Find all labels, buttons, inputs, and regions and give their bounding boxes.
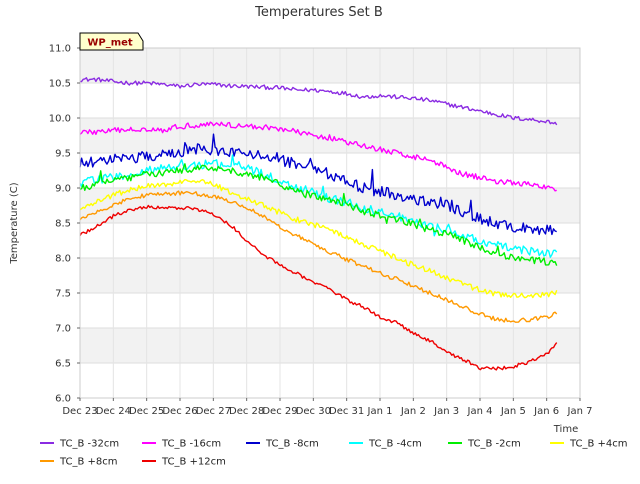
y-tick-label: 11.0 xyxy=(49,44,71,55)
series-line xyxy=(79,204,558,371)
series-line xyxy=(79,133,557,236)
legend-label: TC_B -4cm xyxy=(368,439,422,450)
plot-band xyxy=(80,258,580,293)
y-tick-label: 9.5 xyxy=(55,149,71,160)
y-axis-ticks: 6.0 6.5 7.0 7.5 8.0 8.5 9.0 9.5 10.0 10.5 11.0 xyxy=(49,44,80,405)
y-tick-label: 7.5 xyxy=(55,289,71,300)
y-tick-label: 7.0 xyxy=(55,324,71,335)
y-tick-label: 10.5 xyxy=(49,79,71,90)
x-tick-label: Dec 25 xyxy=(129,406,164,417)
x-tick-label: Jan 4 xyxy=(467,406,493,417)
y-tick-label: 6.0 xyxy=(55,394,71,405)
chart-title: Temperatures Set B xyxy=(254,5,383,20)
y-tick-label: 8.0 xyxy=(55,254,71,265)
legend-label: TC_B +4cm xyxy=(569,439,628,450)
legend-label: TC_B -16cm xyxy=(161,439,221,450)
x-tick-label: Dec 26 xyxy=(162,406,197,417)
site-badge-shape xyxy=(79,32,144,51)
x-tick-label: Jan 3 xyxy=(433,406,459,417)
x-tick-label: Dec 27 xyxy=(196,406,231,417)
x-tick-label: Jan 6 xyxy=(533,406,559,417)
y-tick-label: 8.5 xyxy=(55,219,71,230)
x-tick-label: Dec 23 xyxy=(62,406,97,417)
x-tick-label: Dec 28 xyxy=(229,406,264,417)
x-tick-label: Jan 5 xyxy=(500,406,526,417)
series-line xyxy=(79,121,557,192)
x-axis-label: Time xyxy=(553,424,578,435)
y-tick-label: 9.0 xyxy=(55,184,71,195)
legend-label: TC_B -32cm xyxy=(59,439,119,450)
x-tick-label: Dec 24 xyxy=(96,406,131,417)
series-line xyxy=(79,178,558,299)
legend-label: TC_B -8cm xyxy=(265,439,319,450)
x-tick-label: Jan 1 xyxy=(367,406,393,417)
series-group xyxy=(79,77,558,371)
x-tick-label: Dec 31 xyxy=(329,406,364,417)
legend-label: TC_B +8cm xyxy=(59,457,118,468)
legend-label: TC_B -2cm xyxy=(467,439,521,450)
x-tick-label: Dec 30 xyxy=(296,406,331,417)
plot-band xyxy=(80,48,580,83)
x-tick-label: Dec 29 xyxy=(262,406,297,417)
series-line xyxy=(80,77,558,126)
site-badge: WP_met xyxy=(79,32,144,51)
x-tick-label: Jan 7 xyxy=(567,406,593,417)
series-line xyxy=(79,163,558,266)
y-tick-label: 6.5 xyxy=(55,359,71,370)
y-tick-label: 10.0 xyxy=(49,114,71,125)
legend: TC_B -32cm TC_B -16cm TC_B -8cm TC_B -4cm TC… xyxy=(40,439,628,468)
plot-band xyxy=(80,328,580,363)
series-line xyxy=(79,190,558,323)
legend-label: TC_B +12cm xyxy=(161,457,226,468)
x-tick-label: Jan 2 xyxy=(400,406,426,417)
y-axis-label: Temperature (C) xyxy=(9,182,20,264)
site-badge-label: WP_met xyxy=(87,38,133,49)
